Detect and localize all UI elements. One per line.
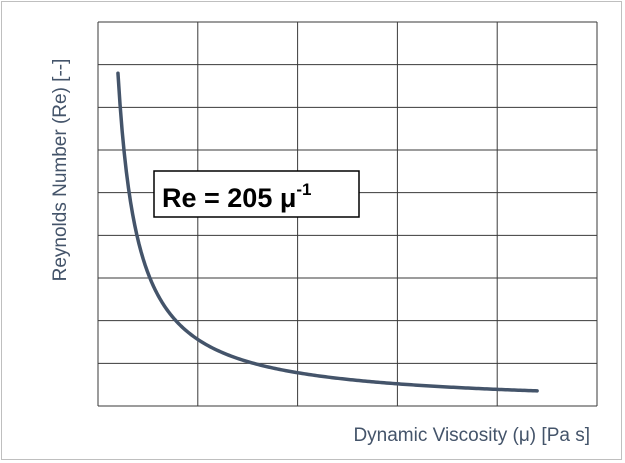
equation-superscript: -1 xyxy=(296,180,311,199)
y-axis-label: Reynolds Number (Re) [--] xyxy=(50,59,71,282)
equation-text: Re = 205 μ xyxy=(162,183,296,213)
x-axis-label: Dynamic Viscosity (μ) [Pa s] xyxy=(353,425,590,446)
svg-text:Re = 205 μ-1: Re = 205 μ-1 xyxy=(162,180,311,213)
equation-box xyxy=(153,170,360,218)
equation-label: Re = 205 μ-1 xyxy=(153,170,360,218)
series-line xyxy=(116,71,539,393)
grid xyxy=(97,21,598,407)
